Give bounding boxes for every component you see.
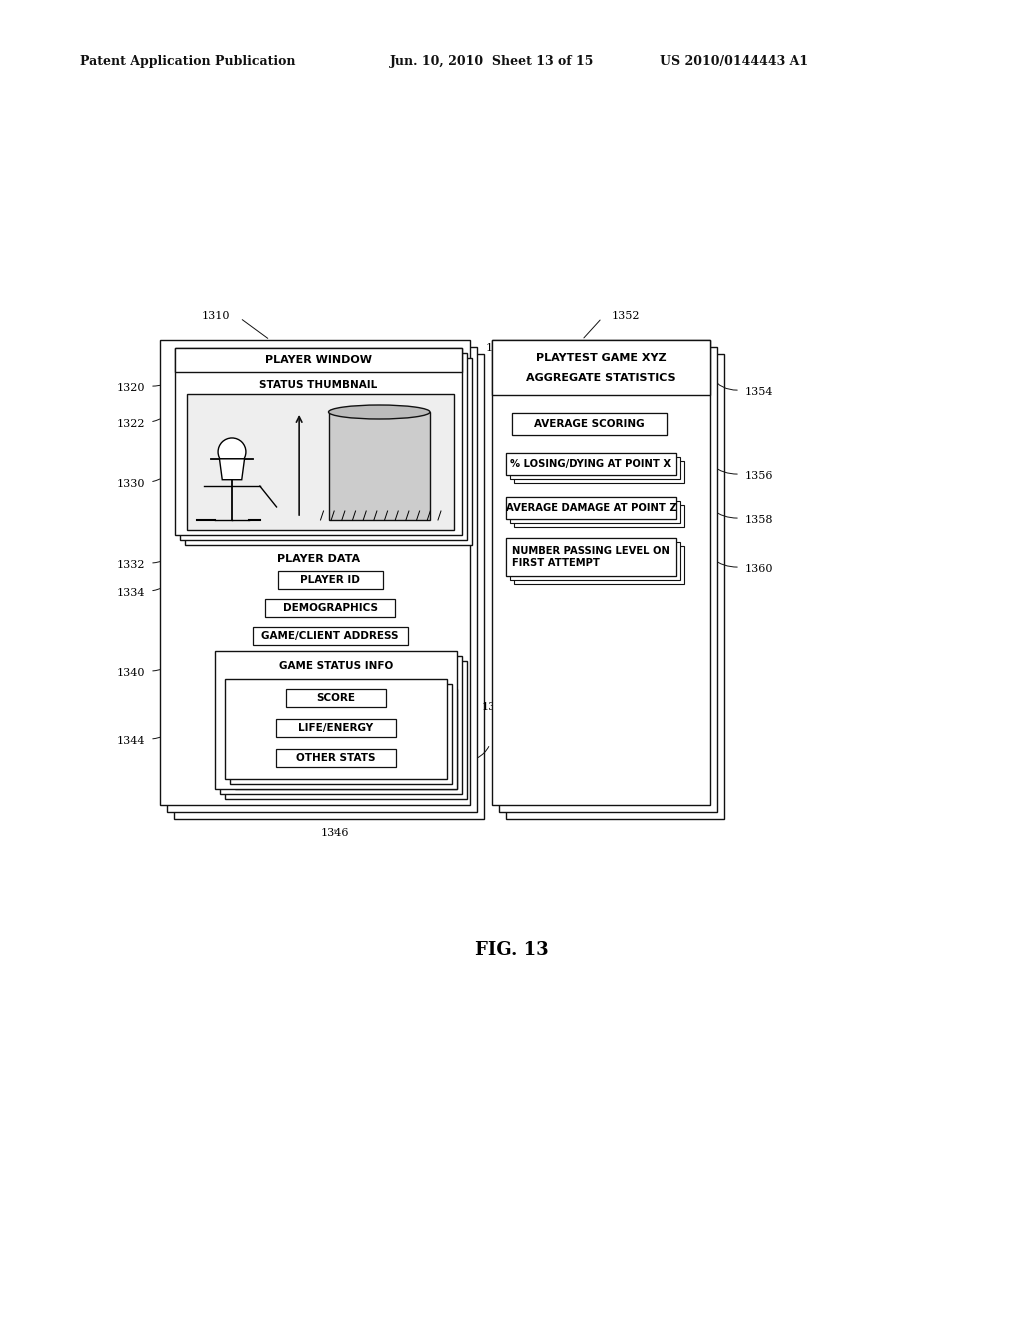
- Bar: [167, 347, 477, 812]
- Text: 1336: 1336: [495, 737, 523, 747]
- Circle shape: [218, 438, 246, 466]
- Text: 1340: 1340: [117, 668, 145, 678]
- Bar: [506, 453, 676, 475]
- Bar: [514, 506, 684, 527]
- Text: OTHER STATS: OTHER STATS: [296, 752, 376, 763]
- Text: 1344: 1344: [117, 737, 145, 746]
- Bar: [174, 354, 484, 818]
- Text: NUMBER PASSING LEVEL ON
FIRST ATTEMPT: NUMBER PASSING LEVEL ON FIRST ATTEMPT: [512, 546, 670, 568]
- Text: AVERAGE SCORING: AVERAGE SCORING: [535, 418, 645, 429]
- Bar: [499, 347, 717, 812]
- Text: 1342: 1342: [482, 702, 511, 711]
- Bar: [278, 572, 383, 589]
- Bar: [175, 348, 462, 372]
- Bar: [187, 393, 454, 531]
- Bar: [506, 539, 676, 576]
- Bar: [510, 543, 680, 579]
- Text: PLAYTEST GAME XYZ: PLAYTEST GAME XYZ: [536, 352, 667, 363]
- Bar: [265, 599, 395, 616]
- Text: AGGREGATE STATISTICS: AGGREGATE STATISTICS: [526, 374, 676, 383]
- Bar: [276, 719, 396, 737]
- Bar: [506, 498, 676, 519]
- Text: 1354: 1354: [745, 387, 773, 397]
- Text: Patent Application Publication: Patent Application Publication: [80, 55, 296, 69]
- Bar: [506, 539, 676, 576]
- Text: 1334: 1334: [117, 587, 145, 598]
- Bar: [329, 412, 430, 520]
- Bar: [160, 341, 470, 805]
- Text: 1350: 1350: [485, 343, 514, 352]
- Text: 1320: 1320: [117, 383, 145, 393]
- Text: PLAYER DATA: PLAYER DATA: [276, 554, 360, 564]
- Bar: [492, 341, 710, 395]
- Bar: [286, 689, 386, 708]
- Text: 1356: 1356: [745, 471, 773, 480]
- Bar: [230, 684, 452, 784]
- Bar: [514, 546, 684, 583]
- Bar: [512, 413, 667, 436]
- Bar: [225, 678, 447, 779]
- Bar: [180, 352, 467, 540]
- Bar: [514, 461, 684, 483]
- Text: 1358: 1358: [745, 515, 773, 525]
- Text: US 2010/0144443 A1: US 2010/0144443 A1: [660, 55, 808, 69]
- Text: 1352: 1352: [612, 312, 640, 321]
- Bar: [506, 453, 676, 475]
- Text: 1332: 1332: [117, 560, 145, 570]
- Bar: [220, 656, 462, 795]
- Text: PLAYER ID: PLAYER ID: [300, 576, 360, 585]
- Bar: [234, 689, 457, 789]
- Bar: [510, 502, 680, 523]
- Bar: [276, 748, 396, 767]
- Bar: [492, 341, 710, 805]
- Text: GAME STATUS INFO: GAME STATUS INFO: [279, 661, 393, 671]
- Bar: [510, 457, 680, 479]
- Text: 1360: 1360: [745, 564, 773, 574]
- Text: Jun. 10, 2010  Sheet 13 of 15: Jun. 10, 2010 Sheet 13 of 15: [390, 55, 594, 69]
- Text: GAME/CLIENT ADDRESS: GAME/CLIENT ADDRESS: [261, 631, 398, 642]
- Bar: [506, 498, 676, 519]
- Polygon shape: [219, 459, 245, 479]
- Text: AVERAGE DAMAGE AT POINT Z: AVERAGE DAMAGE AT POINT Z: [506, 503, 677, 513]
- Text: 1330: 1330: [117, 479, 145, 488]
- Ellipse shape: [329, 405, 430, 418]
- Text: SCORE: SCORE: [316, 693, 355, 704]
- Text: STATUS THUMBNAIL: STATUS THUMBNAIL: [259, 380, 378, 389]
- Bar: [175, 348, 462, 535]
- Text: 1346: 1346: [321, 828, 349, 838]
- Text: FIG. 13: FIG. 13: [475, 941, 549, 960]
- Text: 1310: 1310: [202, 312, 230, 321]
- Text: LIFE/ENERGY: LIFE/ENERGY: [298, 723, 374, 733]
- Bar: [225, 661, 467, 799]
- Text: DEMOGRAPHICS: DEMOGRAPHICS: [283, 603, 378, 612]
- Text: % LOSING/DYING AT POINT X: % LOSING/DYING AT POINT X: [510, 459, 672, 469]
- Text: PLAYER WINDOW: PLAYER WINDOW: [265, 355, 372, 366]
- Text: 1322: 1322: [117, 418, 145, 429]
- Bar: [506, 354, 724, 818]
- Bar: [215, 651, 457, 789]
- Bar: [185, 358, 472, 545]
- Bar: [253, 627, 408, 645]
- Bar: [512, 413, 667, 436]
